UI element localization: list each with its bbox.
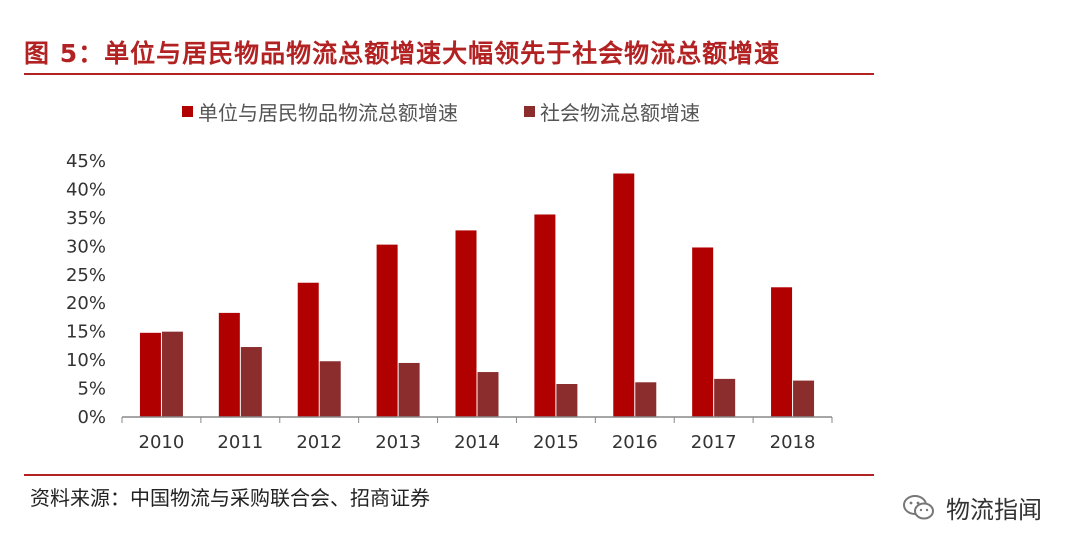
bar-series1-2011 xyxy=(218,312,240,417)
y-tick-label: 45% xyxy=(66,151,106,172)
bar-series1-2013 xyxy=(376,244,398,417)
bar-series1-2015 xyxy=(534,214,556,417)
bar-series2-2014 xyxy=(477,372,499,417)
y-tick-label: 15% xyxy=(66,322,106,343)
x-tick-label: 2018 xyxy=(770,432,816,453)
bar-series1-2014 xyxy=(455,230,477,417)
bars xyxy=(139,173,815,417)
y-tick-label: 25% xyxy=(66,265,106,286)
y-tick-label: 30% xyxy=(66,236,106,257)
x-tick-label: 2017 xyxy=(691,432,737,453)
bar-series2-2016 xyxy=(635,382,657,417)
source-rule xyxy=(24,474,874,476)
legend-swatch-series2 xyxy=(524,106,535,117)
bar-series1-2012 xyxy=(297,282,319,417)
x-tick-label: 2012 xyxy=(296,432,342,453)
y-axis: 0% 5% 10% 15% 20% 25% 30% 35% 40% 45% xyxy=(66,151,106,428)
legend-label-series1: 单位与居民物品物流总额增速 xyxy=(198,101,458,125)
x-tick-label: 2016 xyxy=(612,432,658,453)
legend: 单位与居民物品物流总额增速 社会物流总额增速 xyxy=(182,101,700,125)
bar-series2-2018 xyxy=(793,380,815,417)
legend-label-series2: 社会物流总额增速 xyxy=(540,101,700,125)
source-note: 资料来源：中国物流与采购联合会、招商证券 xyxy=(30,486,430,510)
x-axis: 2010 2011 2012 2013 2014 2015 2016 2017 2018 xyxy=(121,416,833,453)
bar-series2-2015 xyxy=(556,384,578,417)
watermark: 物流指闻 xyxy=(902,490,1042,525)
x-tick-label: 2015 xyxy=(533,432,579,453)
bar-series1-2018 xyxy=(771,287,793,417)
y-tick-label: 35% xyxy=(66,208,106,229)
x-tick-label: 2010 xyxy=(139,432,185,453)
bar-series2-2012 xyxy=(319,361,341,417)
wechat-icon xyxy=(903,494,934,519)
bar-series1-2017 xyxy=(692,247,714,417)
title-rule xyxy=(24,73,874,75)
bar-series2-2011 xyxy=(240,347,262,417)
y-tick-label: 40% xyxy=(66,179,106,200)
x-tick-label: 2013 xyxy=(375,432,421,453)
watermark-text: 物流指闻 xyxy=(946,496,1042,524)
bar-series1-2010 xyxy=(139,332,161,417)
y-tick-label: 20% xyxy=(66,293,106,314)
y-tick-label: 5% xyxy=(77,379,106,400)
bar-series2-2017 xyxy=(714,378,736,417)
bar-series2-2010 xyxy=(161,331,183,417)
x-tick-label: 2011 xyxy=(217,432,263,453)
bar-series2-2013 xyxy=(398,362,420,417)
legend-swatch-series1 xyxy=(182,106,193,117)
y-tick-label: 0% xyxy=(77,407,106,428)
x-tick-label: 2014 xyxy=(454,432,500,453)
bar-series1-2016 xyxy=(613,173,635,417)
y-tick-label: 10% xyxy=(66,350,106,371)
figure-title: 图 5：单位与居民物品物流总额增速大幅领先于社会物流总额增速 xyxy=(24,39,781,68)
